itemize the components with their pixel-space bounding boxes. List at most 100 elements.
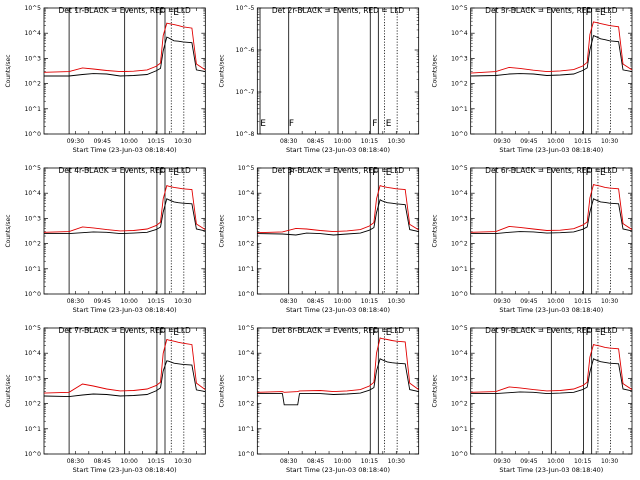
y-tick-label: 10^5 bbox=[25, 165, 42, 172]
y-tick-label: 10^3 bbox=[25, 55, 42, 62]
x-tick-label: 10:15 bbox=[574, 298, 591, 305]
series-line-events bbox=[470, 198, 632, 235]
y-tick-label: 10^3 bbox=[238, 375, 255, 382]
x-tick-label: 09:45 bbox=[520, 458, 537, 465]
x-tick-label: 10:15 bbox=[361, 458, 378, 465]
y-tick-label: 10^4 bbox=[238, 190, 255, 197]
x-tick-label: 08:45 bbox=[307, 298, 324, 305]
series-line-events bbox=[44, 36, 206, 77]
y-axis-label: Counts/sec bbox=[218, 374, 225, 407]
x-tick-label: 08:30 bbox=[280, 138, 297, 145]
y-tick-label: 10^4 bbox=[451, 350, 468, 357]
y-tick-label: 10^0 bbox=[451, 291, 468, 298]
x-tick-label: 10:00 bbox=[120, 298, 137, 305]
y-tick-label: 10^3 bbox=[451, 375, 468, 382]
x-tick-label: 10:00 bbox=[120, 138, 137, 145]
x-tick-label: 10:30 bbox=[388, 138, 405, 145]
y-tick-label: 10^3 bbox=[25, 375, 42, 382]
detector-panel: Det 3r-BLACK = Events, RED = LLDCounts/s… bbox=[432, 5, 633, 154]
y-tick-label: 10^4 bbox=[25, 190, 42, 197]
x-axis-label: Start Time (23-Jun-03 08:18:40) bbox=[73, 306, 177, 314]
plot-area bbox=[470, 328, 632, 454]
y-axis-label: Counts/sec bbox=[432, 214, 439, 247]
series-line-events bbox=[44, 198, 206, 235]
x-axis-label: Start Time (23-Jun-03 08:18:40) bbox=[286, 146, 390, 154]
x-tick-label: 08:30 bbox=[280, 458, 297, 465]
x-tick-label: 09:30 bbox=[67, 138, 84, 145]
y-axis-label: Counts/sec bbox=[5, 214, 12, 247]
y-tick-label: 10^-6 bbox=[236, 47, 255, 54]
transition-marker: F bbox=[289, 119, 294, 129]
series-line-lld bbox=[44, 338, 206, 394]
y-axis-label: Counts/sec bbox=[218, 214, 225, 247]
y-tick-label: 10^-5 bbox=[236, 5, 255, 12]
x-axis-label: Start Time (23-Jun-03 08:18:40) bbox=[286, 306, 390, 314]
x-tick-label: 10:15 bbox=[147, 458, 164, 465]
x-tick-label: 10:15 bbox=[147, 298, 164, 305]
y-tick-label: 10^2 bbox=[25, 241, 42, 248]
plot-area bbox=[257, 328, 419, 454]
x-tick-label: 08:30 bbox=[67, 298, 84, 305]
x-tick-label: 09:45 bbox=[520, 298, 537, 305]
series-line-lld bbox=[44, 185, 206, 233]
x-tick-label: 10:00 bbox=[334, 458, 351, 465]
series-line-events bbox=[44, 360, 206, 398]
x-tick-label: 10:15 bbox=[574, 458, 591, 465]
y-tick-label: 10^5 bbox=[451, 5, 468, 12]
transition-marker: E bbox=[600, 8, 606, 18]
y-axis-label: Counts/sec bbox=[5, 374, 12, 407]
x-tick-label: 08:45 bbox=[307, 458, 324, 465]
detector-panel: Det 6r-BLACK = Events, RED = LLDCounts/s… bbox=[432, 165, 633, 314]
y-axis-label: Counts/sec bbox=[218, 54, 225, 87]
y-tick-label: 10^0 bbox=[238, 451, 255, 458]
transition-marker: E bbox=[600, 328, 606, 338]
detector-panel: Det 9r-BLACK = Events, RED = LLDCounts/s… bbox=[432, 325, 633, 474]
transition-marker: E bbox=[260, 119, 266, 129]
y-tick-label: 10^3 bbox=[451, 215, 468, 222]
y-tick-label: 10^4 bbox=[451, 190, 468, 197]
transition-marker: F bbox=[159, 168, 164, 178]
y-tick-label: 10^3 bbox=[238, 215, 255, 222]
series-line-events bbox=[470, 34, 632, 77]
y-axis-label: Counts/sec bbox=[432, 374, 439, 407]
transition-marker: F bbox=[289, 168, 294, 178]
y-axis-label: Counts/sec bbox=[5, 54, 12, 87]
y-tick-label: 10^4 bbox=[25, 30, 42, 37]
transition-marker: E bbox=[386, 119, 392, 129]
y-tick-label: 10^-7 bbox=[236, 89, 255, 96]
x-tick-label: 09:30 bbox=[493, 138, 510, 145]
y-tick-label: 10^2 bbox=[451, 81, 468, 88]
x-axis-label: Start Time (23-Jun-03 08:18:40) bbox=[73, 466, 177, 474]
y-tick-label: 10^2 bbox=[25, 81, 42, 88]
transition-marker: E bbox=[386, 168, 392, 178]
series-line-lld bbox=[470, 344, 632, 393]
y-tick-label: 10^0 bbox=[25, 131, 42, 138]
x-tick-label: 09:30 bbox=[493, 458, 510, 465]
x-axis-label: Start Time (23-Jun-03 08:18:40) bbox=[286, 466, 390, 474]
transition-marker: F bbox=[372, 168, 377, 178]
plot-area bbox=[470, 168, 632, 294]
y-tick-label: 10^1 bbox=[451, 266, 468, 273]
detector-panel: Det 8r-BLACK = Events, RED = LLD Counts/s… bbox=[218, 325, 420, 474]
x-tick-label: 09:45 bbox=[94, 298, 111, 305]
transition-marker: F bbox=[372, 328, 377, 338]
y-tick-label: 10^0 bbox=[238, 291, 255, 298]
y-tick-label: 10^2 bbox=[238, 401, 255, 408]
x-tick-label: 10:30 bbox=[601, 458, 618, 465]
y-tick-label: 10^5 bbox=[238, 325, 255, 332]
y-tick-label: 10^4 bbox=[238, 350, 255, 357]
plot-area bbox=[44, 8, 206, 134]
transition-marker: E bbox=[173, 328, 179, 338]
x-tick-label: 09:45 bbox=[520, 138, 537, 145]
detector-panel: Det 4r-BLACK = Events, RED = LLDCounts/s… bbox=[5, 165, 206, 314]
y-tick-label: 10^0 bbox=[25, 291, 42, 298]
y-tick-label: 10^-8 bbox=[236, 131, 255, 138]
series-line-lld bbox=[257, 185, 419, 234]
x-axis-label: Start Time (23-Jun-03 08:18:40) bbox=[499, 146, 603, 154]
x-tick-label: 10:00 bbox=[334, 298, 351, 305]
x-tick-label: 10:15 bbox=[361, 138, 378, 145]
x-tick-label: 08:45 bbox=[94, 458, 111, 465]
x-tick-label: 10:15 bbox=[147, 138, 164, 145]
x-tick-label: 10:30 bbox=[601, 138, 618, 145]
y-tick-label: 10^1 bbox=[451, 426, 468, 433]
